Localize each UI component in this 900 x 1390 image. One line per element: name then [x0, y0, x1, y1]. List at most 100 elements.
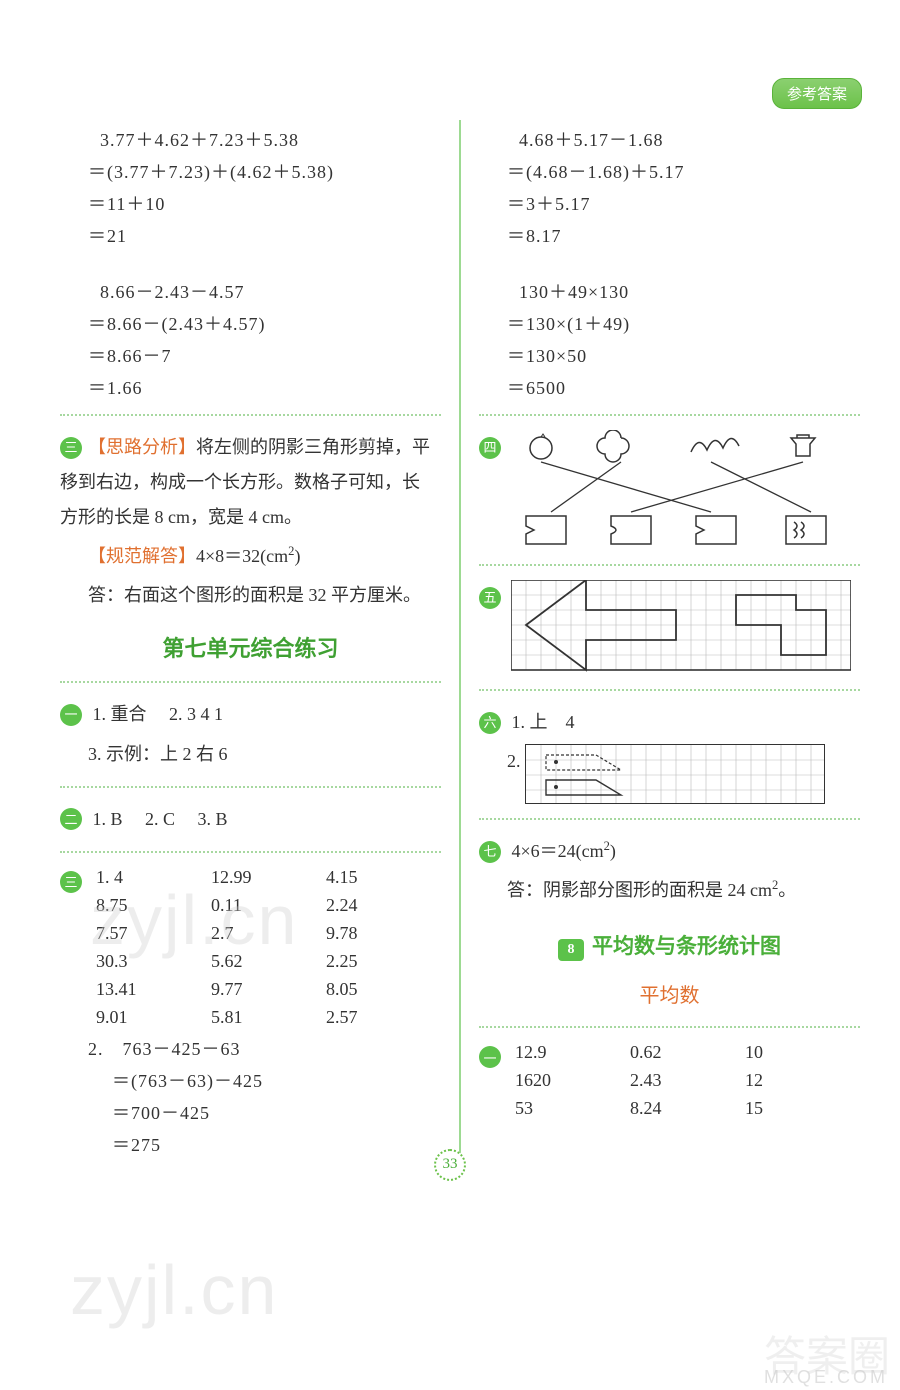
cell: 13.41	[96, 979, 211, 1000]
solution-text: 4×8＝32(cm2)	[196, 546, 300, 566]
cell: 2.43	[630, 1070, 745, 1091]
cell: 12.99	[211, 867, 326, 888]
right-column: 4.68＋5.17－1.68 ＝(4.68－1.68)＋5.17 ＝3＋5.17…	[479, 120, 860, 1163]
solution-label: 【规范解答】	[88, 546, 196, 566]
analysis-block: 三【思路分析】将左侧的阴影三角形剪掉，平移到右边，构成一个长方形。数格子可知，长…	[60, 430, 433, 535]
calc-line: ＝11＋10	[88, 190, 441, 216]
cell: 2.24	[326, 895, 441, 916]
q2-block: 二 1. B 2. C 3. B	[60, 802, 433, 837]
solution-block: 【规范解答】4×8＝32(cm2)	[88, 539, 433, 574]
q1-item: 2. 3 4 1	[169, 704, 223, 724]
calc-line: ＝6500	[507, 374, 860, 400]
calc-line: 4.68＋5.17－1.68	[519, 126, 860, 152]
grid-figure-q5	[511, 580, 851, 675]
cell: 15	[745, 1098, 860, 1119]
calc-line: 3.77＋4.62＋7.23＋5.38	[100, 126, 441, 152]
badge-1-icon: 一	[479, 1046, 501, 1068]
badge-7-icon: 七	[479, 841, 501, 863]
cell: 10	[745, 1042, 860, 1063]
calc-line: ＝130×(1＋49)	[507, 310, 860, 336]
calc-line: ＝130×50	[507, 342, 860, 368]
divider-line	[479, 414, 860, 416]
q3-table: 三 1. 412.994.15 8.750.112.24 7.572.79.78…	[60, 867, 441, 1028]
cell: 2.57	[326, 1007, 441, 1028]
calc-line: ＝3＋5.17	[507, 190, 860, 216]
calc-line: ＝(3.77＋7.23)＋(4.62＋5.38)	[88, 158, 441, 184]
calc-line: ＝8.17	[507, 222, 860, 248]
cell: 53	[515, 1098, 630, 1119]
cell: 7.57	[96, 923, 211, 944]
cell: 5.62	[211, 951, 326, 972]
cell: 8.24	[630, 1098, 745, 1119]
answer-text: 答：右面这个图形的面积是 32 平方厘米。	[88, 578, 433, 613]
q1-item: 1. 重合	[93, 704, 147, 724]
divider-line	[60, 851, 441, 853]
calc3-head: 2. 763－425－63	[88, 1035, 441, 1061]
cell: 1620	[515, 1070, 630, 1091]
matching-diagram	[511, 430, 841, 550]
q2-item: 3. B	[198, 809, 228, 829]
q7-block: 七 4×6＝24(cm2)	[479, 834, 852, 869]
badge-5-icon: 五	[479, 587, 501, 609]
calc-line: ＝275	[112, 1131, 441, 1157]
q2-item: 1. B	[93, 809, 123, 829]
cell: 8.75	[96, 895, 211, 916]
divider-line	[60, 681, 441, 683]
badge-1-icon: 一	[60, 704, 82, 726]
chapter-num-icon: 8	[558, 939, 584, 961]
q7-eq: 4×6＝24(cm2)	[511, 841, 615, 861]
badge-2-icon: 二	[60, 808, 82, 830]
calc-block-2: 8.66－2.43－4.57 ＝8.66－(2.43＋4.57) ＝8.66－7…	[60, 278, 441, 400]
q6-sub-label: 2.	[507, 751, 521, 771]
left-column: 3.77＋4.62＋7.23＋5.38 ＝(3.77＋7.23)＋(4.62＋5…	[60, 120, 441, 1163]
cell: 5.81	[211, 1007, 326, 1028]
cell: 0.62	[630, 1042, 745, 1063]
badge-3-icon: 三	[60, 871, 82, 893]
cell: 30.3	[96, 951, 211, 972]
divider-line	[479, 564, 860, 566]
badge-3-icon: 三	[60, 437, 82, 459]
calc-line: ＝1.66	[88, 374, 441, 400]
calc-line: 130＋49×130	[519, 278, 860, 304]
divider-line	[479, 689, 860, 691]
q6-text: 1. 上 4	[511, 712, 574, 732]
q2-item: 2. C	[145, 809, 175, 829]
corner-site: MXQE.COM	[764, 1367, 888, 1388]
subsection-title: 平均数	[479, 979, 860, 1008]
cell: 4.15	[326, 867, 441, 888]
q6-sub: 2.	[507, 744, 852, 804]
unit-title: 第七单元综合练习	[60, 631, 441, 663]
watermark-text: zyjl.cn	[70, 1250, 278, 1330]
cell: 12.9	[515, 1042, 630, 1063]
calc-line: ＝8.66－7	[88, 342, 441, 368]
q6-block: 六 1. 上 4	[479, 705, 852, 740]
q1-item: 3. 示例：上 2 右 6	[88, 737, 433, 772]
cell: 9.77	[211, 979, 326, 1000]
cell: 2.7	[211, 923, 326, 944]
cell: 8.05	[326, 979, 441, 1000]
q4-block: 四	[479, 430, 852, 550]
cell: 12	[745, 1070, 860, 1091]
badge-6-icon: 六	[479, 712, 501, 734]
cell: 1. 4	[96, 867, 211, 888]
grid-figure-q6	[525, 744, 825, 804]
divider-line	[60, 414, 441, 416]
badge-4-icon: 四	[479, 437, 501, 459]
cell: 9.01	[96, 1007, 211, 1028]
q1-block: 一 1. 重合 2. 3 4 1	[60, 697, 433, 732]
page-number: 33	[434, 1149, 466, 1181]
divider-line	[479, 818, 860, 820]
cell: 2.25	[326, 951, 441, 972]
divider-line	[479, 1026, 860, 1028]
calc-block-1: 3.77＋4.62＋7.23＋5.38 ＝(3.77＋7.23)＋(4.62＋5…	[60, 126, 441, 248]
calc-line: ＝(4.68－1.68)＋5.17	[507, 158, 860, 184]
calc-block-r2: 130＋49×130 ＝130×(1＋49) ＝130×50 ＝6500	[479, 278, 860, 400]
cell: 9.78	[326, 923, 441, 944]
chapter-title: 8 平均数与条形统计图	[479, 930, 860, 961]
header-badge: 参考答案	[772, 78, 862, 109]
calc-line: 8.66－2.43－4.57	[100, 278, 441, 304]
avg-table: 一 12.90.6210 16202.4312 538.2415	[479, 1042, 860, 1119]
chapter-text: 平均数与条形统计图	[592, 934, 781, 958]
calc-block-r1: 4.68＋5.17－1.68 ＝(4.68－1.68)＋5.17 ＝3＋5.17…	[479, 126, 860, 248]
calc-line: ＝(763－63)－425	[112, 1067, 441, 1093]
